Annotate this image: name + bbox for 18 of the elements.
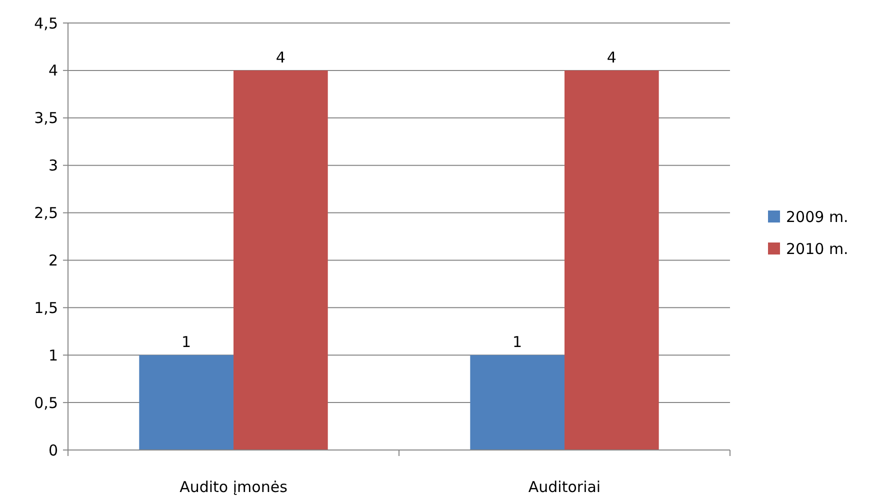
- x-tick-label: Auditoriai: [528, 478, 601, 496]
- y-tick-label: 4: [48, 62, 58, 80]
- legend-label: 2009 m.: [786, 208, 848, 226]
- data-label: 1: [182, 333, 192, 352]
- y-tick-label: 3: [48, 156, 58, 175]
- y-tick-label: 0: [48, 441, 58, 460]
- y-tick-label: 2: [48, 251, 58, 270]
- y-tick-label: 3,5: [34, 109, 58, 128]
- data-label: 4: [276, 48, 286, 66]
- data-label: 1: [512, 333, 522, 352]
- y-tick-label: 1: [48, 346, 58, 364]
- y-tick-label: 4,5: [34, 14, 58, 32]
- x-tick-label: Audito įmonės: [180, 478, 288, 496]
- y-tick-label: 2,5: [34, 204, 58, 222]
- data-label: 4: [606, 48, 616, 66]
- legend-label: 2010 m.: [786, 240, 848, 258]
- y-tick-label: 0,5: [34, 394, 58, 412]
- y-tick-label: 1,5: [34, 298, 58, 317]
